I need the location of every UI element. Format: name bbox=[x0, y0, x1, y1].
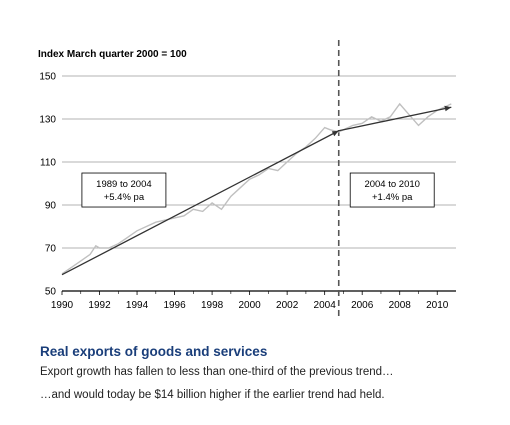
annotation-growth: +1.4% pa bbox=[372, 192, 413, 203]
annotation-frame bbox=[81, 172, 167, 208]
annotation-growth: +5.4% pa bbox=[104, 192, 145, 203]
x-tick-label: 1992 bbox=[88, 300, 111, 311]
y-axis-label: Index March quarter 2000 = 100 bbox=[38, 49, 187, 60]
x-tick-label: 1990 bbox=[51, 300, 74, 311]
annotation-box: 2004 to 2010 +1.4% pa bbox=[349, 172, 435, 208]
annotation-period: 1989 to 2004 bbox=[96, 179, 151, 190]
x-tick-label: 2002 bbox=[276, 300, 299, 311]
y-tick-label: 90 bbox=[45, 201, 57, 212]
chart-caption-title: Real exports of goods and services bbox=[40, 344, 268, 359]
x-tick-label: 2004 bbox=[314, 300, 337, 311]
annotation-period: 2004 to 2010 bbox=[364, 179, 419, 190]
x-tick-label: 2000 bbox=[238, 300, 261, 311]
y-tick-label: 70 bbox=[45, 244, 57, 255]
x-tick-label: 2010 bbox=[426, 300, 449, 311]
trend-arrowhead bbox=[331, 130, 339, 137]
x-tick-label: 1998 bbox=[201, 300, 224, 311]
x-tick-label: 1994 bbox=[126, 300, 149, 311]
y-tick-label: 50 bbox=[45, 287, 57, 298]
trend-arrowhead bbox=[444, 105, 452, 112]
caption-line-2: …and would today be $14 billion higher i… bbox=[40, 389, 385, 401]
exports-index-chart: Index March quarter 2000 = 100 50 70 90 110… bbox=[38, 40, 456, 318]
annotation-box: 1989 to 2004 +5.4% pa bbox=[81, 172, 167, 208]
annotation-frame bbox=[349, 172, 435, 208]
x-tick-label: 2006 bbox=[351, 300, 374, 311]
caption-line-1: Export growth has fallen to less than on… bbox=[40, 366, 394, 378]
x-tick-label: 2008 bbox=[389, 300, 412, 311]
y-tick-label: 150 bbox=[39, 72, 56, 83]
x-tick-label: 1996 bbox=[163, 300, 186, 311]
y-tick-label: 130 bbox=[39, 115, 56, 126]
y-tick-label: 110 bbox=[40, 158, 56, 169]
actual-exports-line bbox=[61, 102, 452, 275]
